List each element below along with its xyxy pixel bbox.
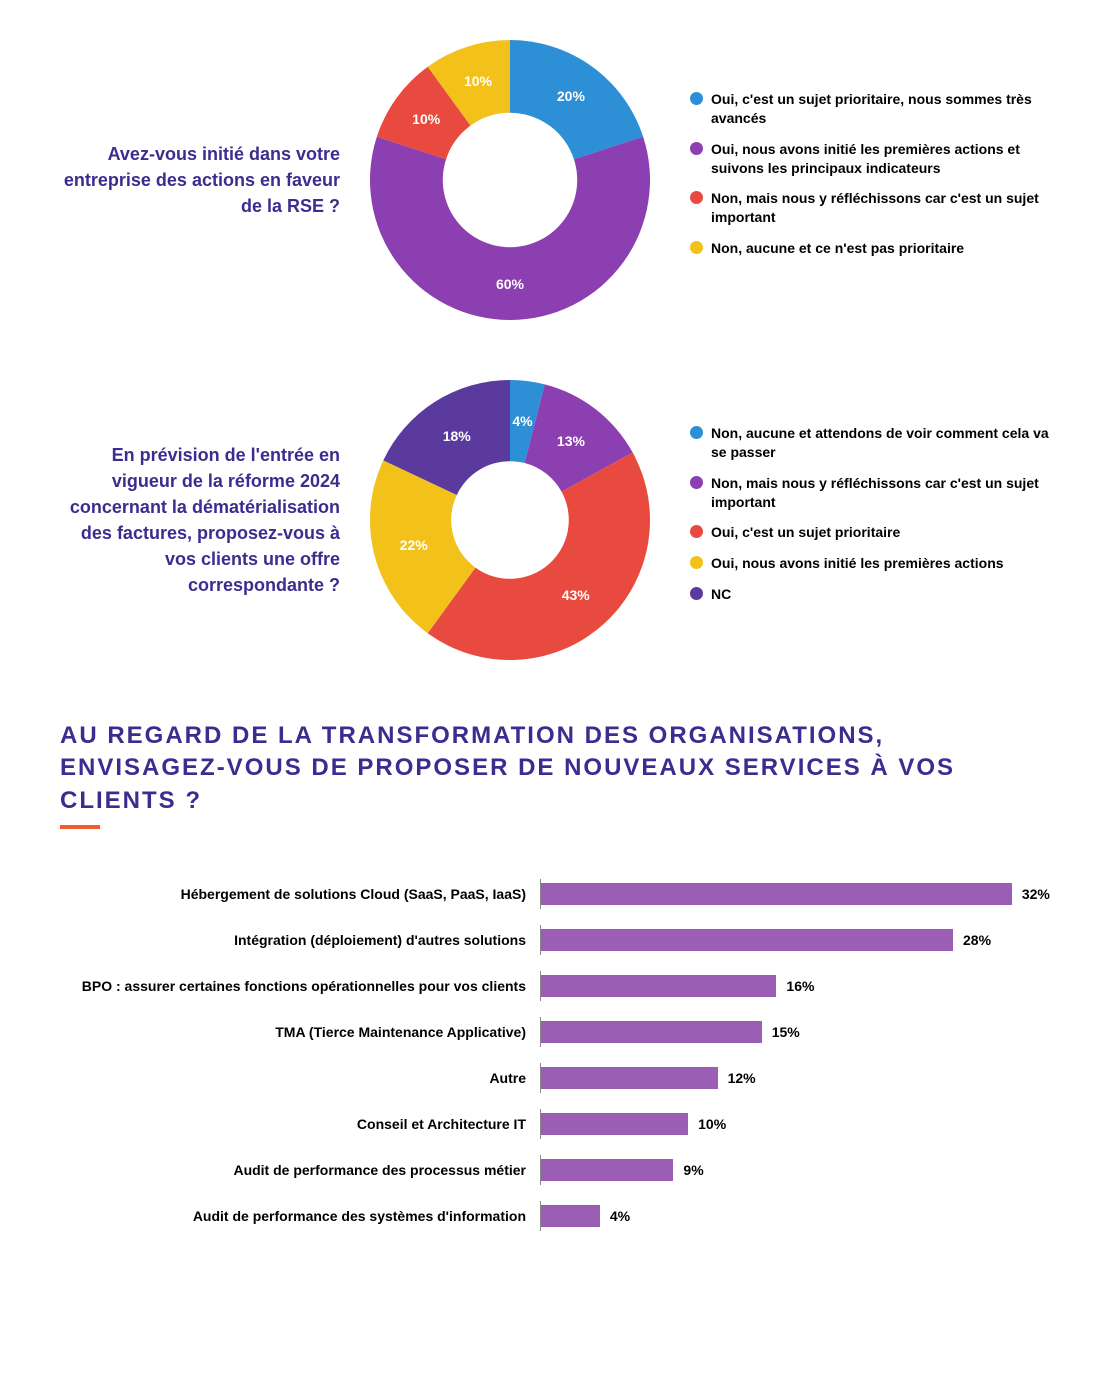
- bar-label: TMA (Tierce Maintenance Applicative): [60, 1024, 540, 1040]
- bar-label: Audit de performance des processus métie…: [60, 1162, 540, 1178]
- legend-item: Non, mais nous y réfléchissons car c'est…: [690, 189, 1056, 227]
- bar-value: 28%: [963, 932, 991, 948]
- legend-swatch: [690, 476, 703, 489]
- bar-fill: [541, 975, 776, 997]
- donut-slice-label: 22%: [400, 537, 428, 553]
- donut-slice-label: 10%: [464, 73, 492, 89]
- legend-item: Oui, nous avons initié les premières act…: [690, 140, 1056, 178]
- bar-track: 28%: [540, 925, 1056, 955]
- legend-label: Non, aucune et ce n'est pas prioritaire: [711, 239, 964, 258]
- donut-slice-label: 60%: [496, 276, 524, 292]
- donut2-canvas: 4% 13% 43% 22% 18%: [370, 380, 650, 660]
- donut-chart-2: En prévision de l'entrée en vigueur de l…: [60, 380, 1056, 660]
- donut-slice-label: 43%: [562, 587, 590, 603]
- legend-item: Non, aucune et attendons de voir comment…: [690, 424, 1056, 462]
- bar-row: Conseil et Architecture IT 10%: [60, 1109, 1056, 1139]
- legend-swatch: [690, 241, 703, 254]
- bar-fill: [541, 1113, 688, 1135]
- bar-label: Intégration (déploiement) d'autres solut…: [60, 932, 540, 948]
- heading-underline: [60, 825, 100, 829]
- bar-track: 15%: [540, 1017, 1056, 1047]
- bar-label: Hébergement de solutions Cloud (SaaS, Pa…: [60, 886, 540, 902]
- legend-swatch: [690, 525, 703, 538]
- legend-label: Oui, c'est un sujet prioritaire, nous so…: [711, 90, 1056, 128]
- legend-label: NC: [711, 585, 731, 604]
- legend-label: Oui, nous avons initié les premières act…: [711, 554, 1004, 573]
- bar-row: Audit de performance des systèmes d'info…: [60, 1201, 1056, 1231]
- bar-fill: [541, 883, 1012, 905]
- bar-label: Audit de performance des systèmes d'info…: [60, 1208, 540, 1224]
- bar-track: 9%: [540, 1155, 1056, 1185]
- legend-swatch: [690, 191, 703, 204]
- bar-track: 16%: [540, 971, 1056, 1001]
- legend-label: Non, aucune et attendons de voir comment…: [711, 424, 1056, 462]
- legend-swatch: [690, 587, 703, 600]
- donut-slice-label: 4%: [512, 413, 532, 429]
- bar-row: Intégration (déploiement) d'autres solut…: [60, 925, 1056, 955]
- bar-value: 4%: [610, 1208, 630, 1224]
- legend-item: Oui, c'est un sujet prioritaire, nous so…: [690, 90, 1056, 128]
- bar-fill: [541, 929, 953, 951]
- donut2-question: En prévision de l'entrée en vigueur de l…: [60, 442, 350, 599]
- legend-label: Non, mais nous y réfléchissons car c'est…: [711, 474, 1056, 512]
- bar-fill: [541, 1205, 600, 1227]
- legend-item: Non, aucune et ce n'est pas prioritaire: [690, 239, 1056, 258]
- bar-label: Conseil et Architecture IT: [60, 1116, 540, 1132]
- bar-track: 10%: [540, 1109, 1056, 1139]
- bar-label: Autre: [60, 1070, 540, 1086]
- legend-label: Non, mais nous y réfléchissons car c'est…: [711, 189, 1056, 227]
- donut-chart-1: Avez-vous initié dans votre entreprise d…: [60, 40, 1056, 320]
- bar-value: 32%: [1022, 886, 1050, 902]
- donut-slice-label: 20%: [557, 88, 585, 104]
- donut2-legend: Non, aucune et attendons de voir comment…: [670, 424, 1056, 616]
- legend-swatch: [690, 556, 703, 569]
- bar-label: BPO : assurer certaines fonctions opérat…: [60, 978, 540, 994]
- bar-row: Audit de performance des processus métie…: [60, 1155, 1056, 1185]
- bar-track: 32%: [540, 879, 1056, 909]
- legend-item: Oui, c'est un sujet prioritaire: [690, 523, 1056, 542]
- bar-fill: [541, 1021, 762, 1043]
- legend-label: Oui, c'est un sujet prioritaire: [711, 523, 900, 542]
- legend-swatch: [690, 142, 703, 155]
- legend-swatch: [690, 92, 703, 105]
- donut1-question: Avez-vous initié dans votre entreprise d…: [60, 141, 350, 219]
- donut1-legend: Oui, c'est un sujet prioritaire, nous so…: [670, 90, 1056, 270]
- legend-label: Oui, nous avons initié les premières act…: [711, 140, 1056, 178]
- bar-section-heading: AU REGARD DE LA TRANSFORMATION DES ORGAN…: [60, 720, 1056, 817]
- donut-slice: [370, 137, 650, 320]
- legend-swatch: [690, 426, 703, 439]
- bar-track: 12%: [540, 1063, 1056, 1093]
- bar-track: 4%: [540, 1201, 1056, 1231]
- legend-item: Non, mais nous y réfléchissons car c'est…: [690, 474, 1056, 512]
- bar-row: BPO : assurer certaines fonctions opérat…: [60, 971, 1056, 1001]
- legend-item: NC: [690, 585, 1056, 604]
- bar-value: 9%: [683, 1162, 703, 1178]
- bar-row: TMA (Tierce Maintenance Applicative) 15%: [60, 1017, 1056, 1047]
- bar-fill: [541, 1067, 718, 1089]
- bar-row: Hébergement de solutions Cloud (SaaS, Pa…: [60, 879, 1056, 909]
- bar-row: Autre 12%: [60, 1063, 1056, 1093]
- bar-value: 10%: [698, 1116, 726, 1132]
- bar-value: 12%: [728, 1070, 756, 1086]
- bar-chart: Hébergement de solutions Cloud (SaaS, Pa…: [60, 879, 1056, 1231]
- donut-slice-label: 13%: [557, 433, 585, 449]
- donut-slice-label: 10%: [412, 111, 440, 127]
- bar-fill: [541, 1159, 673, 1181]
- donut1-canvas: 20% 60% 10% 10%: [370, 40, 650, 320]
- bar-value: 16%: [786, 978, 814, 994]
- bar-value: 15%: [772, 1024, 800, 1040]
- legend-item: Oui, nous avons initié les premières act…: [690, 554, 1056, 573]
- donut-slice-label: 18%: [443, 428, 471, 444]
